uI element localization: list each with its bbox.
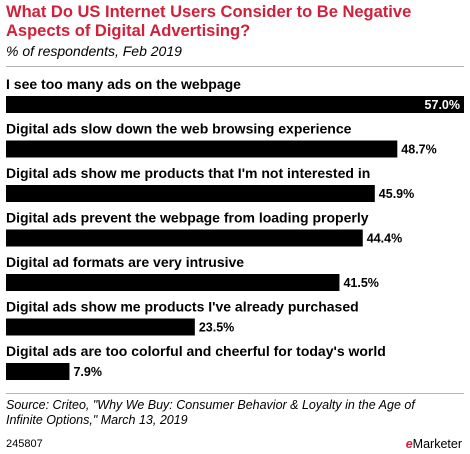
value-label: 7.9% <box>73 365 102 379</box>
category-label: I see too many ads on the webpage <box>6 76 241 92</box>
value-label: 23.5% <box>199 321 234 335</box>
bar-chart: I see too many ads on the webpage 57.0% Di… <box>6 76 464 380</box>
top-divider <box>6 66 464 67</box>
value-label: 44.4% <box>367 232 402 246</box>
category-label: Digital ads are too colorful and cheerfu… <box>6 343 386 359</box>
value-label: 57.0% <box>425 98 460 112</box>
chart-id: 245807 <box>6 438 43 450</box>
bar <box>6 363 70 380</box>
bar <box>6 140 398 158</box>
bar <box>6 96 464 113</box>
source-note: Source: Criteo, "Why We Buy: Consumer Be… <box>6 398 415 427</box>
chart-subtitle: % of respondents, Feb 2019 <box>6 43 182 59</box>
category-label: Digital ad formats are very intrusive <box>6 254 244 270</box>
emarketer-logo: eMarketer <box>405 437 462 451</box>
category-label: Digital ads prevent the webpage from loa… <box>6 210 369 226</box>
bottom-divider <box>6 393 464 394</box>
category-label: Digital ads slow down the web browsing e… <box>6 121 352 137</box>
chart-title: What Do US Internet Users Consider to Be… <box>6 3 412 40</box>
category-label: Digital ads show me products I've alread… <box>6 299 359 315</box>
category-label: Digital ads show me products that I'm no… <box>6 165 370 181</box>
bar <box>6 185 375 202</box>
value-label: 45.9% <box>379 187 414 201</box>
bar <box>6 229 363 247</box>
value-label: 48.7% <box>401 143 436 157</box>
bar <box>6 274 340 291</box>
bar <box>6 318 195 336</box>
logo-text: Marketer <box>412 437 462 451</box>
value-label: 41.5% <box>343 276 378 290</box>
